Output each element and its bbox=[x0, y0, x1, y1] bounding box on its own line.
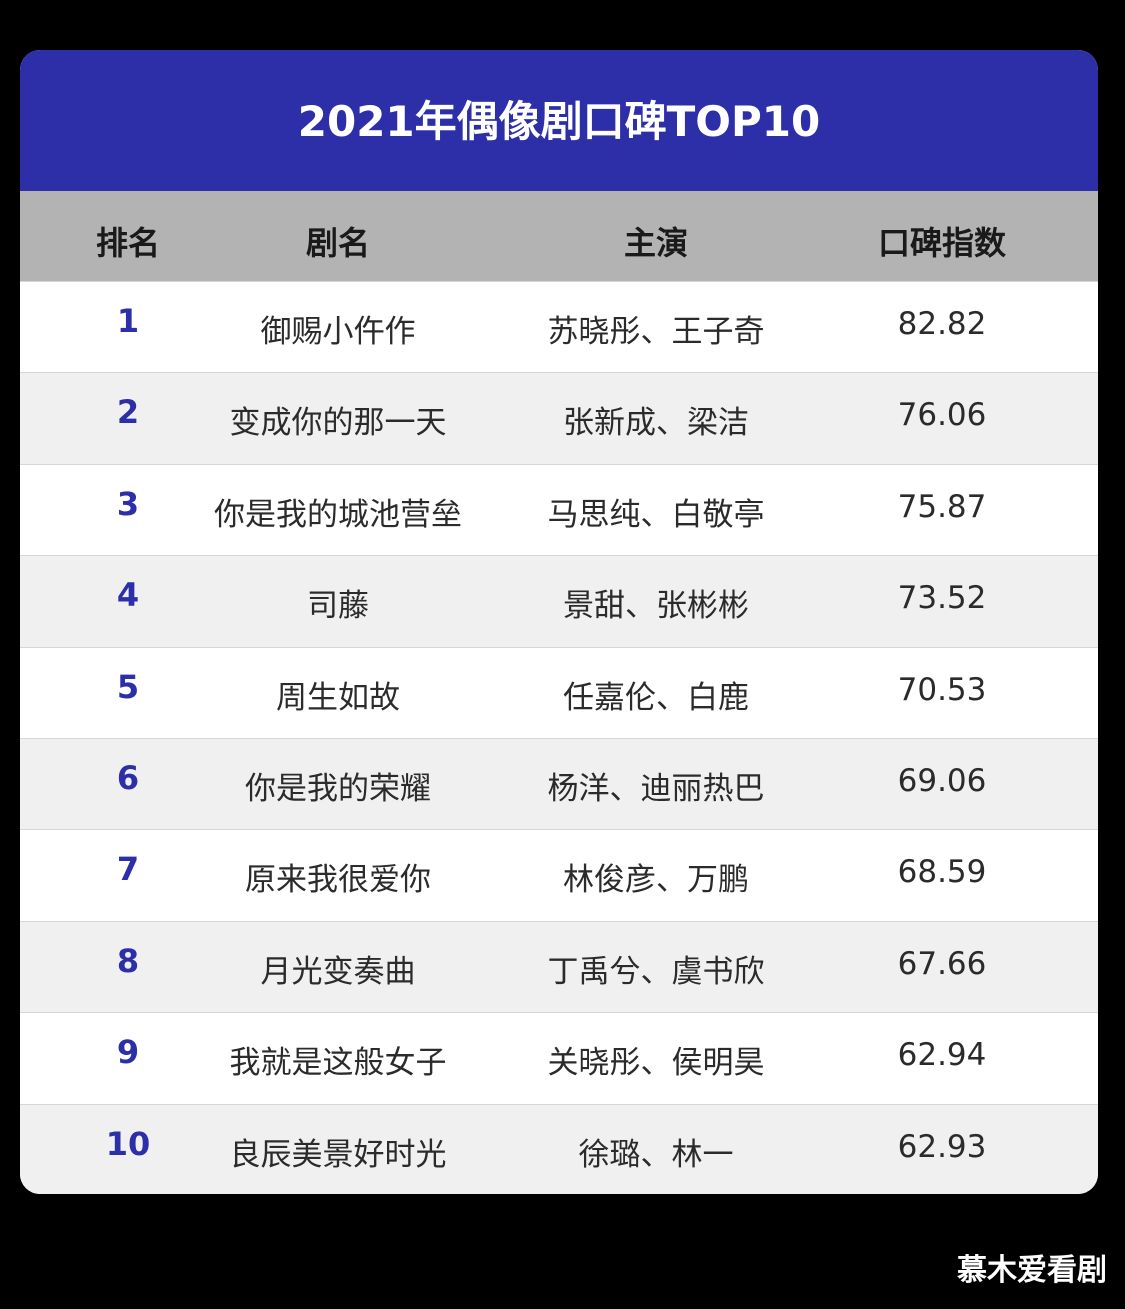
score-cell: 73.52 bbox=[897, 580, 987, 617]
score-cell: 62.93 bbox=[897, 1128, 987, 1165]
drama-name-cell: 周生如故 bbox=[276, 679, 400, 716]
table-row: 2 变成你的那一天 张新成、梁洁 76.06 bbox=[20, 372, 1098, 464]
drama-name-cell: 你是我的荣耀 bbox=[245, 770, 431, 807]
drama-name-cell: 变成你的那一天 bbox=[229, 405, 447, 442]
drama-name-cell: 原来我很爱你 bbox=[245, 862, 431, 899]
table-header: 排名 剧名 主演 口碑指数 bbox=[20, 191, 1098, 281]
rank-cell: 4 bbox=[116, 576, 140, 615]
table-row: 1 御赐小仵作 苏晓彤、王子奇 82.82 bbox=[20, 281, 1098, 373]
score-cell: 76.06 bbox=[897, 397, 987, 434]
cast-cell: 景甜、张彬彬 bbox=[563, 588, 749, 625]
drama-name-cell: 良辰美景好时光 bbox=[229, 1136, 447, 1173]
rank-cell: 2 bbox=[116, 393, 140, 432]
table-row: 4 司藤 景甜、张彬彬 73.52 bbox=[20, 555, 1098, 647]
cast-cell: 任嘉伦、白鹿 bbox=[563, 679, 749, 716]
cast-cell: 杨洋、迪丽热巴 bbox=[547, 770, 765, 807]
cast-cell: 丁禹兮、虞书欣 bbox=[547, 953, 765, 990]
table-row: 7 原来我很爱你 林俊彦、万鹏 68.59 bbox=[20, 829, 1098, 921]
rank-cell: 3 bbox=[116, 484, 140, 523]
rank-cell: 1 bbox=[116, 302, 140, 340]
table-row: 9 我就是这般女子 关晓彤、侯明昊 62.94 bbox=[20, 1012, 1098, 1104]
score-cell: 67.66 bbox=[897, 945, 987, 982]
title-banner: 2021年偶像剧口碑TOP10 bbox=[20, 50, 1098, 191]
table-row: 10 良辰美景好时光 徐璐、林一 62.93 bbox=[20, 1103, 1098, 1194]
drama-name-cell: 御赐小仵作 bbox=[260, 314, 416, 350]
rank-cell: 6 bbox=[116, 758, 140, 797]
table-row: 6 你是我的荣耀 杨洋、迪丽热巴 69.06 bbox=[20, 737, 1098, 830]
rank-cell: 9 bbox=[116, 1033, 140, 1072]
table-row: 5 周生如故 任嘉伦、白鹿 70.53 bbox=[20, 646, 1098, 738]
table-body: 1 御赐小仵作 苏晓彤、王子奇 82.82 2 变成你的那一天 张新成、梁洁 76.06 3 你是… bbox=[20, 281, 1098, 1194]
rank-cell: 5 bbox=[116, 667, 140, 706]
cast-cell: 马思纯、白敬亭 bbox=[547, 496, 765, 533]
header-rank: 排名 bbox=[95, 224, 161, 262]
rank-cell: 10 bbox=[105, 1124, 151, 1163]
rank-cell: 8 bbox=[116, 941, 140, 980]
drama-name-cell: 你是我的城池营垒 bbox=[214, 496, 462, 533]
cast-cell: 张新成、梁洁 bbox=[563, 405, 749, 442]
score-cell: 62.94 bbox=[897, 1037, 987, 1074]
watermark: 慕木爱看剧 bbox=[957, 1253, 1107, 1288]
cast-cell: 林俊彦、万鹏 bbox=[563, 862, 749, 899]
rank-cell: 7 bbox=[116, 850, 140, 889]
table-row: 8 月光变奏曲 丁禹兮、虞书欣 67.66 bbox=[20, 920, 1098, 1013]
cast-cell: 关晓彤、侯明昊 bbox=[547, 1045, 765, 1082]
ranking-card: 2021年偶像剧口碑TOP10 排名 剧名 主演 口碑指数 1 御赐小仵作 苏晓彤、… bbox=[20, 50, 1098, 1194]
cast-cell: 苏晓彤、王子奇 bbox=[547, 314, 765, 350]
drama-name-cell: 我就是这般女子 bbox=[229, 1045, 447, 1082]
score-cell: 82.82 bbox=[897, 306, 987, 342]
score-cell: 75.87 bbox=[897, 488, 987, 525]
page-title: 2021年偶像剧口碑TOP10 bbox=[297, 97, 821, 146]
score-cell: 70.53 bbox=[897, 671, 987, 708]
header-score: 口碑指数 bbox=[877, 224, 1007, 262]
drama-name-cell: 司藤 bbox=[307, 588, 369, 625]
table-row: 3 你是我的城池营垒 马思纯、白敬亭 75.87 bbox=[20, 463, 1098, 556]
score-cell: 69.06 bbox=[897, 762, 987, 799]
drama-name-cell: 月光变奏曲 bbox=[260, 953, 416, 990]
header-cast: 主演 bbox=[623, 224, 689, 262]
score-cell: 68.59 bbox=[897, 854, 987, 891]
header-drama-name: 剧名 bbox=[305, 224, 371, 262]
cast-cell: 徐璐、林一 bbox=[578, 1136, 734, 1173]
